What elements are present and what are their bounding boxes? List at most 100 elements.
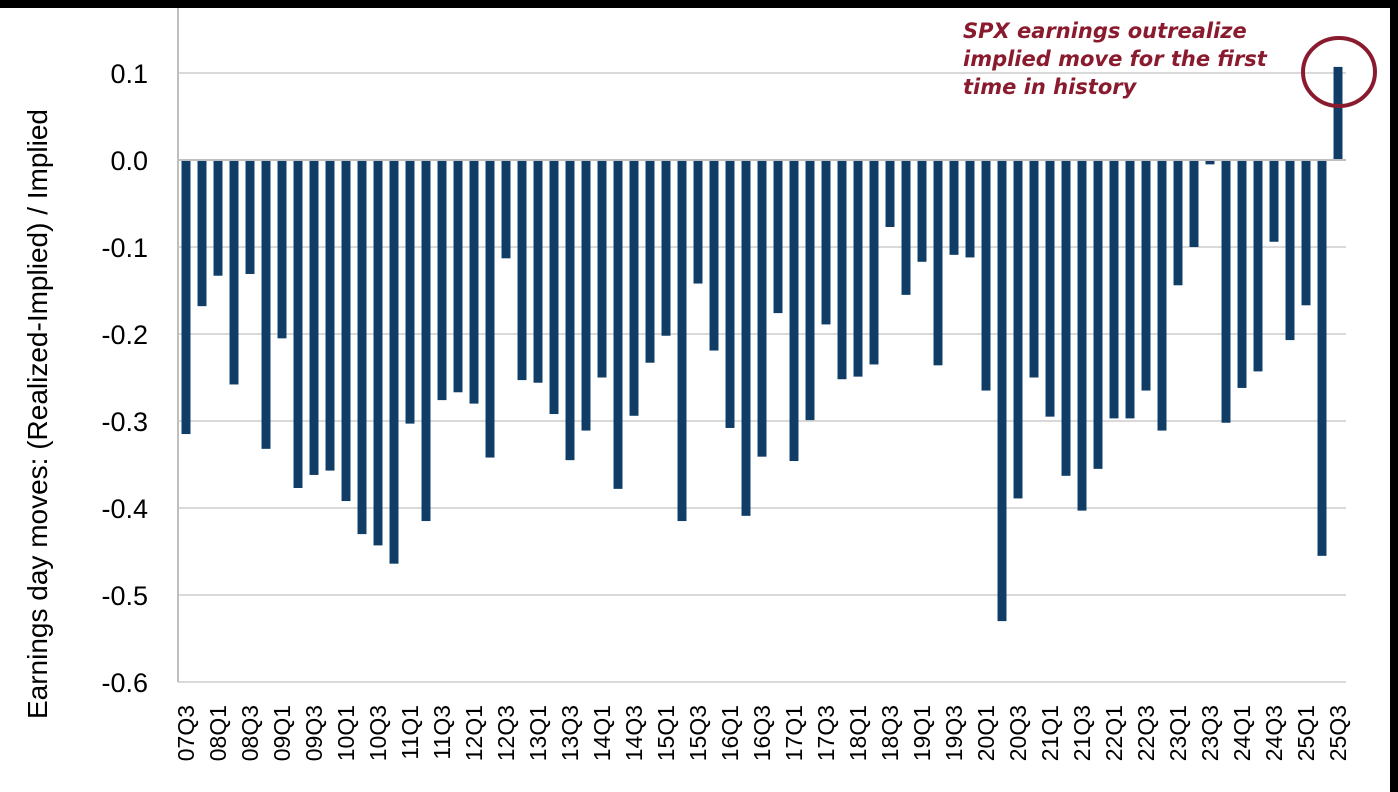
bar-2021Q4	[1093, 160, 1103, 469]
bar-2012Q4	[517, 160, 527, 381]
bar-2022Q4	[1157, 160, 1167, 431]
bar-2017Q1	[789, 160, 799, 462]
x-tick-label: 09Q1	[269, 705, 295, 761]
annotation-line-2: implied move for the first	[963, 47, 1268, 71]
bar-2016Q2	[741, 160, 751, 516]
x-tick-label: 18Q1	[845, 705, 871, 761]
x-tick-label: 23Q3	[1197, 705, 1223, 761]
bar-2019Q2	[933, 160, 943, 366]
bars	[181, 66, 1343, 622]
y-tick-label: -0.3	[101, 407, 148, 437]
axes	[177, 8, 1346, 682]
x-tick-label: 07Q3	[173, 705, 199, 761]
bar-2018Q2	[869, 160, 879, 365]
bar-2021Q2	[1061, 160, 1071, 476]
x-tick-label: 14Q3	[621, 705, 647, 761]
x-tick-label: 10Q3	[365, 705, 391, 761]
bar-2014Q3	[629, 160, 639, 416]
x-tick-label: 14Q1	[589, 705, 615, 761]
bar-2012Q2	[485, 160, 495, 458]
bar-2020Q2	[997, 160, 1007, 622]
y-tick-label: -0.5	[101, 581, 148, 611]
bar-2009Q1	[277, 160, 287, 339]
x-tick-label: 12Q1	[461, 705, 487, 761]
bar-2020Q3	[1013, 160, 1023, 499]
bar-2025Q1	[1301, 160, 1311, 306]
bar-2007Q3	[181, 160, 191, 435]
y-tick-labels: 0.1 0.0 -0.1 -0.2 -0.3 -0.4 -0.5 -0.6	[101, 59, 148, 698]
annotation-circle	[1301, 36, 1377, 108]
x-tick-label: 20Q1	[973, 705, 999, 761]
bar-2009Q4	[325, 160, 335, 471]
x-tick-label: 13Q3	[557, 705, 583, 761]
bar-2016Q4	[773, 160, 783, 314]
bar-2011Q4	[453, 160, 463, 393]
bar-2013Q1	[533, 160, 543, 383]
bar-2018Q3	[885, 160, 895, 227]
bar-2023Q2	[1189, 160, 1199, 247]
bar-2015Q4	[709, 160, 719, 351]
bar-2010Q4	[389, 160, 399, 564]
bar-2018Q4	[901, 160, 911, 295]
bar-2008Q3	[245, 160, 255, 274]
bar-2015Q3	[693, 160, 703, 284]
x-tick-label: 09Q3	[301, 705, 327, 761]
x-tick-label: 19Q3	[941, 705, 967, 761]
bar-2024Q4	[1285, 160, 1295, 341]
bar-2013Q3	[565, 160, 575, 461]
bar-2024Q3	[1269, 160, 1279, 242]
bar-2013Q2	[549, 160, 559, 415]
y-axis-label: Earnings day moves: (Realized-Implied) /…	[22, 109, 53, 719]
bar-2022Q2	[1125, 160, 1135, 419]
bar-2016Q3	[757, 160, 767, 457]
x-tick-label: 12Q3	[493, 705, 519, 761]
x-tick-label: 21Q3	[1069, 705, 1095, 761]
bar-2017Q3	[821, 160, 831, 325]
bar-2009Q2	[293, 160, 303, 488]
x-tick-label: 16Q3	[749, 705, 775, 761]
x-tick-label: 25Q3	[1325, 705, 1351, 761]
bar-2025Q2	[1317, 160, 1327, 556]
x-tick-label: 20Q3	[1005, 705, 1031, 761]
bar-2012Q3	[501, 160, 511, 259]
bar-2015Q1	[661, 160, 671, 336]
bar-2010Q1	[341, 160, 351, 502]
bar-2014Q2	[613, 160, 623, 489]
x-tick-label: 24Q3	[1261, 705, 1287, 761]
bar-2019Q3	[949, 160, 959, 255]
x-tick-label: 23Q1	[1165, 705, 1191, 761]
bar-2023Q1	[1173, 160, 1183, 286]
bar-2015Q2	[677, 160, 687, 522]
bar-2010Q2	[357, 160, 367, 535]
bar-2008Q2	[229, 160, 239, 385]
x-tick-label: 11Q3	[429, 705, 455, 760]
x-tick-label: 08Q3	[237, 705, 263, 761]
bar-2020Q1	[981, 160, 991, 391]
x-tick-label: 08Q1	[205, 705, 231, 761]
y-tick-label: -0.6	[101, 668, 148, 698]
bar-2023Q3	[1205, 160, 1215, 165]
bar-2017Q4	[837, 160, 847, 380]
bar-2022Q1	[1109, 160, 1119, 419]
bar-2025Q3	[1333, 66, 1343, 160]
x-tick-labels: 07Q3 08Q1 08Q3 09Q1 09Q3 10Q1 10Q3 11Q1 11Q3 12Q1…	[173, 705, 1351, 761]
x-tick-label: 22Q3	[1133, 705, 1159, 761]
x-tick-label: 15Q1	[653, 705, 679, 761]
bar-2008Q4	[261, 160, 271, 449]
x-tick-label: 15Q3	[685, 705, 711, 761]
bar-2021Q1	[1045, 160, 1055, 417]
x-tick-label: 11Q1	[397, 705, 423, 760]
bar-2018Q1	[853, 160, 863, 377]
x-tick-label: 21Q1	[1037, 705, 1063, 761]
bar-2014Q1	[597, 160, 607, 378]
y-tick-label: -0.4	[101, 494, 148, 524]
bar-2022Q3	[1141, 160, 1151, 391]
bar-2010Q3	[373, 160, 383, 546]
bar-2014Q4	[645, 160, 655, 363]
annotation: SPX earnings outrealize implied move for…	[963, 19, 1377, 108]
chart-frame: 0.1 0.0 -0.1 -0.2 -0.3 -0.4 -0.5 -0.6 07Q3 08Q1 0…	[0, 8, 1390, 792]
y-tick-label: 0.1	[110, 59, 148, 89]
bar-2011Q1	[405, 160, 415, 424]
bar-2013Q4	[581, 160, 591, 431]
bar-2023Q4	[1221, 160, 1231, 423]
